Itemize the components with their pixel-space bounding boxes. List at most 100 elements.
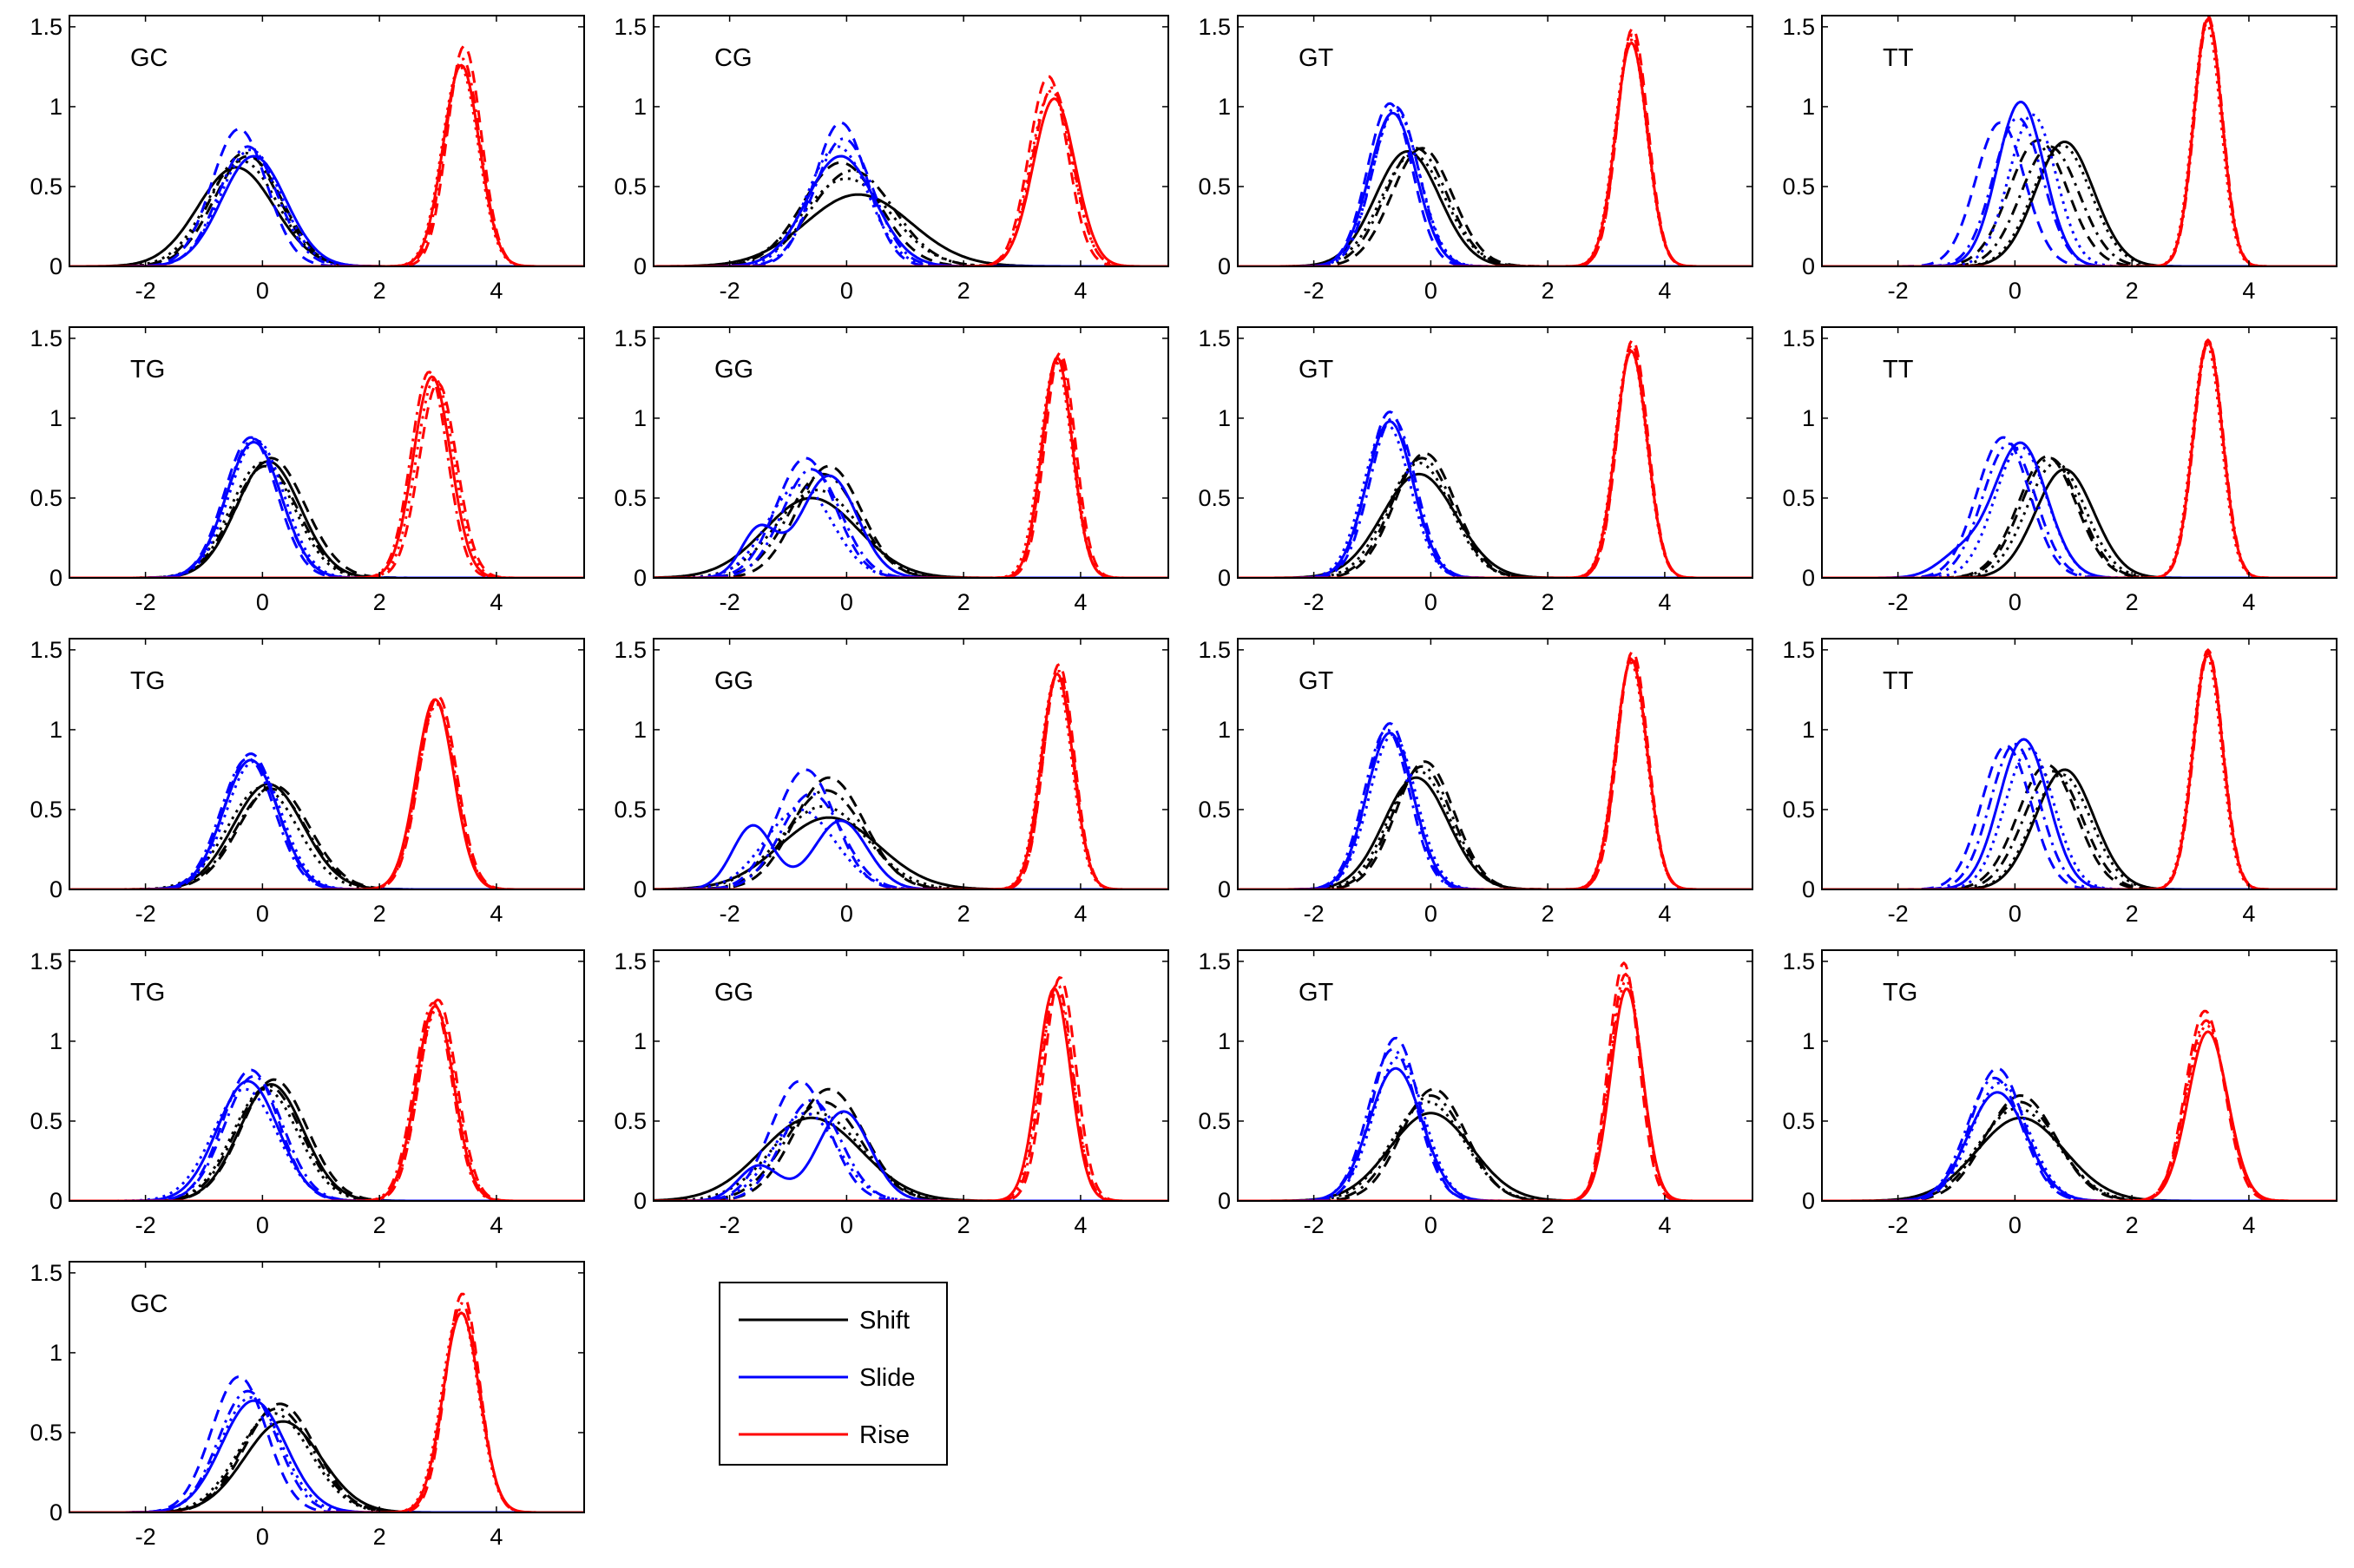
shift-curve-dashed — [1238, 760, 1752, 889]
rise-curve-solid — [654, 97, 1168, 266]
subplot-4: -2 0 2 4 0 0.5 1 1.5 TT — [1782, 14, 2338, 304]
subplot-title: GG — [714, 667, 753, 695]
x-tick-label: -2 — [720, 901, 740, 927]
shift-curve-dotted — [69, 785, 584, 889]
subplot-1: -2 0 2 4 0 0.5 1 1.5 GC — [30, 14, 585, 304]
slide-curve-dashed — [69, 1068, 584, 1201]
y-tick-label: 0.5 — [614, 797, 647, 823]
x-tick-label: -2 — [135, 901, 156, 927]
axes-box — [69, 949, 585, 1202]
rise-curve-solid — [69, 1005, 584, 1201]
subplot-3: -2 0 2 4 0 0.5 1 1.5 GT — [1198, 14, 1753, 304]
slide-curve-dashdot — [1238, 105, 1752, 266]
rise-curve-dotted — [69, 65, 584, 266]
shift-curve-dashdot — [1238, 147, 1752, 266]
axes-box — [1237, 15, 1753, 267]
subplot-14: -2 0 2 4 0 0.5 1 1.5 GG — [614, 948, 1169, 1238]
rise-curve-dotted — [654, 361, 1168, 578]
axes-box — [69, 638, 585, 890]
shift-curve-dotted — [654, 804, 1168, 889]
rise-curve-dashdot — [1238, 973, 1752, 1201]
slide-curve-solid — [1822, 101, 2337, 266]
rise-curve-dotted — [654, 89, 1168, 266]
x-tick-label: 0 — [256, 589, 269, 615]
rise-curve-dotted — [654, 675, 1168, 889]
rise-curve-solid — [1238, 350, 1752, 578]
y-tick-label: 0.5 — [30, 1420, 62, 1446]
shift-curve-dashdot — [1238, 1094, 1752, 1201]
shift-curve-solid — [1822, 1116, 2337, 1201]
x-tick-label: 2 — [957, 1212, 970, 1238]
subplot-2: -2 0 2 4 0 0.5 1 1.5 CG — [614, 14, 1169, 304]
shift-curve-dashdot — [69, 151, 584, 266]
rise-curve-dotted — [1822, 23, 2337, 266]
y-tick-label: 1.5 — [1782, 325, 1815, 351]
x-tick-label: 2 — [2126, 278, 2139, 304]
shift-curve-dashdot — [69, 1407, 584, 1512]
slide-curve-dashdot — [1238, 728, 1752, 889]
slide-curve-solid — [1822, 441, 2337, 578]
y-tick-label: 1.5 — [30, 948, 62, 974]
shift-curve-dashed — [69, 1402, 584, 1512]
slide-curve-dashdot — [69, 757, 584, 889]
shift-curve-dotted — [69, 462, 584, 578]
y-tick-label: 1 — [634, 405, 647, 431]
slide-curve-dashed — [69, 128, 584, 266]
subplot-12: -2 0 2 4 0 0.5 1 1.5 TT — [1782, 637, 2338, 927]
subplot-8: -2 0 2 4 0 0.5 1 1.5 TT — [1782, 325, 2338, 615]
slide-curve-solid — [654, 1110, 1168, 1201]
rise-curve-dashed — [69, 694, 584, 889]
x-tick-label: 0 — [1424, 901, 1437, 927]
shift-curve-dashdot — [654, 1100, 1168, 1201]
y-tick-label: 1 — [634, 717, 647, 743]
x-tick-label: 4 — [1074, 589, 1087, 615]
slide-curve-solid — [1238, 732, 1752, 889]
shift-curve-dashed — [69, 456, 584, 578]
y-tick-label: 0 — [634, 876, 647, 902]
slide-curve-solid — [1822, 738, 2337, 889]
slide-curve-dotted — [69, 760, 584, 889]
slide-curve-dotted — [1822, 113, 2337, 266]
x-tick-label: 0 — [2009, 589, 2022, 615]
y-tick-label: 0.5 — [1198, 174, 1231, 200]
y-tick-label: 0 — [1218, 565, 1231, 591]
y-tick-label: 1 — [49, 717, 62, 743]
panels-container: -2 0 2 4 0 0.5 1 1.5 GC -2 0 2 4 0 0.5 1 1.5 CG -2 0 2 4 0 0.5 1… — [30, 14, 2338, 1550]
slide-curve-solid — [69, 154, 584, 266]
x-tick-label: -2 — [1888, 901, 1909, 927]
x-tick-label: 0 — [2009, 901, 2022, 927]
y-tick-label: 0.5 — [30, 485, 62, 511]
x-tick-label: -2 — [720, 278, 740, 304]
shift-curve-solid — [1238, 150, 1752, 266]
shift-curve-dotted — [654, 1112, 1168, 1201]
y-tick-label: 0 — [1802, 253, 1815, 279]
x-tick-label: -2 — [1304, 278, 1325, 304]
slide-curve-solid — [1238, 420, 1752, 578]
rise-curve-solid — [654, 672, 1168, 889]
y-tick-label: 0.5 — [1782, 797, 1815, 823]
y-tick-label: 0.5 — [1198, 1108, 1231, 1134]
slide-curve-dotted — [1238, 423, 1752, 578]
y-tick-label: 0 — [49, 565, 62, 591]
slide-curve-solid — [69, 758, 584, 889]
slide-curve-dashed — [654, 121, 1168, 266]
y-tick-label: 1.5 — [1782, 14, 1815, 40]
shift-curve-dashed — [1822, 139, 2337, 266]
y-tick-label: 0.5 — [1782, 1108, 1815, 1134]
slide-curve-solid — [654, 819, 1168, 889]
subplot-11: -2 0 2 4 0 0.5 1 1.5 GT — [1198, 637, 1753, 927]
slide-curve-dashdot — [1822, 1076, 2337, 1201]
y-tick-label: 0 — [1802, 876, 1815, 902]
x-tick-label: 0 — [2009, 1212, 2022, 1238]
x-tick-label: 4 — [1074, 278, 1087, 304]
rise-curve-dashdot — [69, 1001, 584, 1201]
rise-curve-dotted — [1238, 348, 1752, 578]
x-tick-label: 4 — [490, 589, 503, 615]
shift-curve-dashdot — [1822, 456, 2337, 578]
y-tick-label: 0 — [1218, 1188, 1231, 1214]
y-tick-label: 0 — [1802, 565, 1815, 591]
subplot-title: TT — [1883, 44, 1914, 72]
x-tick-label: -2 — [720, 589, 740, 615]
slide-curve-dashdot — [1238, 417, 1752, 578]
y-tick-label: 0 — [634, 253, 647, 279]
